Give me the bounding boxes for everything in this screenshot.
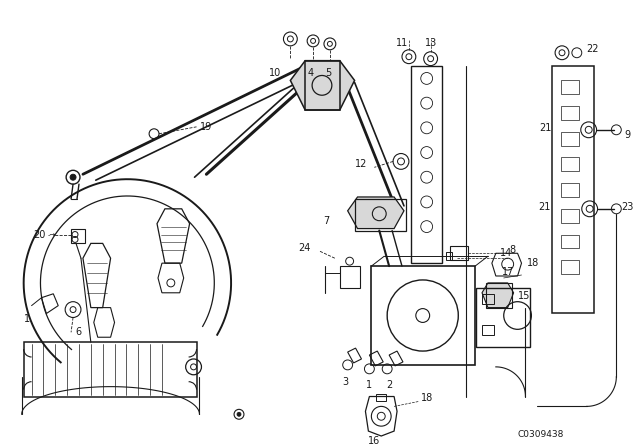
Bar <box>552 65 594 313</box>
Polygon shape <box>482 283 514 308</box>
Circle shape <box>237 412 241 416</box>
Bar <box>561 234 579 248</box>
Circle shape <box>70 174 76 180</box>
Bar <box>561 183 579 197</box>
Bar <box>561 157 579 171</box>
Text: 24: 24 <box>298 243 310 253</box>
Text: 22: 22 <box>587 44 599 54</box>
Text: 3: 3 <box>342 377 349 387</box>
Bar <box>376 393 386 401</box>
Text: 19: 19 <box>200 122 212 132</box>
Text: 20: 20 <box>33 231 46 241</box>
Bar <box>451 246 468 260</box>
Bar <box>305 60 340 110</box>
Text: -→: -→ <box>47 233 56 238</box>
Text: 18: 18 <box>527 258 540 268</box>
Text: 7: 7 <box>323 215 329 226</box>
Polygon shape <box>348 197 404 228</box>
Bar <box>482 325 494 335</box>
Text: 15: 15 <box>518 291 530 301</box>
Text: 4: 4 <box>307 68 314 78</box>
Bar <box>447 252 452 260</box>
Text: 12: 12 <box>355 159 367 169</box>
Text: 11: 11 <box>396 38 408 48</box>
Bar <box>482 294 494 304</box>
Bar <box>561 80 579 94</box>
Bar <box>561 260 579 274</box>
Text: 1: 1 <box>24 314 30 324</box>
Text: 8: 8 <box>509 246 516 255</box>
Text: 16: 16 <box>368 436 380 446</box>
Text: 21: 21 <box>540 123 552 133</box>
Bar <box>561 132 579 146</box>
Bar <box>561 209 579 223</box>
Text: 1: 1 <box>366 379 372 390</box>
Text: 21: 21 <box>538 202 550 212</box>
Text: 13: 13 <box>424 38 436 48</box>
Polygon shape <box>291 60 355 110</box>
Text: 9: 9 <box>624 130 630 140</box>
Text: 18: 18 <box>420 393 433 404</box>
Text: C0309438: C0309438 <box>518 430 564 439</box>
Bar <box>371 266 475 365</box>
Text: 10: 10 <box>269 68 281 78</box>
Bar <box>476 288 531 347</box>
Bar <box>24 342 196 396</box>
Bar <box>486 283 511 308</box>
Text: 14: 14 <box>500 248 512 258</box>
Text: 17: 17 <box>502 267 514 277</box>
Text: 23: 23 <box>621 202 634 212</box>
Bar <box>561 106 579 120</box>
Bar <box>411 65 442 263</box>
Bar <box>355 199 406 231</box>
Text: 2: 2 <box>386 379 392 390</box>
Text: 6: 6 <box>75 327 81 337</box>
Text: 5: 5 <box>325 68 331 78</box>
